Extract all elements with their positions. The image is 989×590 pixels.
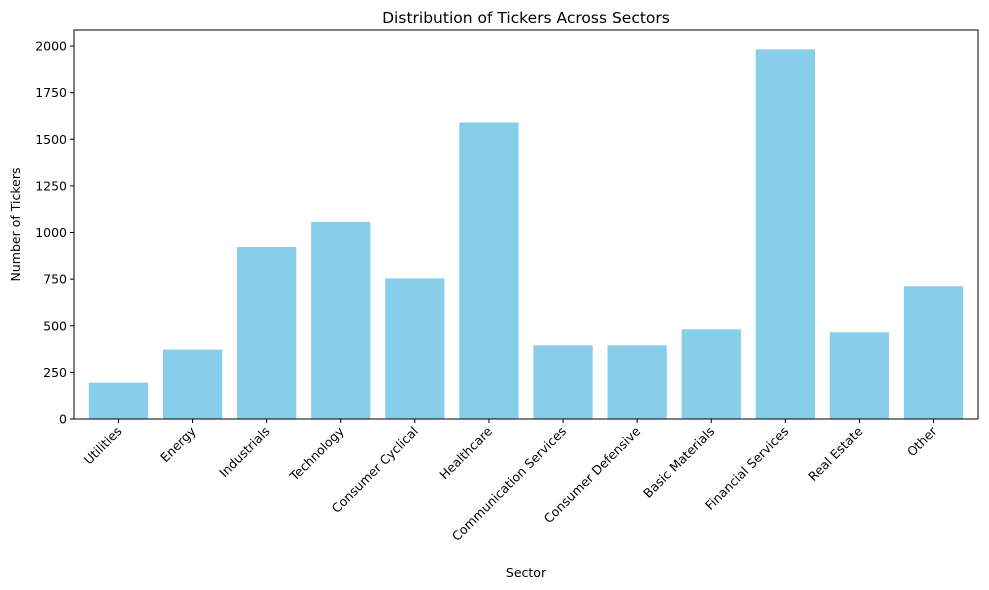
x-tick-label: Other [904, 423, 940, 459]
bar-utilities [88, 382, 149, 419]
chart-title: Distribution of Tickers Across Sectors [382, 9, 670, 27]
bar-technology [311, 221, 371, 419]
y-tick-label: 1750 [35, 85, 67, 100]
x-tick-label: Utilities [81, 424, 125, 468]
bar-consumer-defensive [607, 345, 667, 419]
y-axis: 0 250 500 750 1000 1250 1500 1750 2000 [35, 39, 74, 427]
x-tick-label: Real Estate [805, 423, 866, 484]
bar-energy [162, 349, 223, 419]
y-tick-label: 1500 [35, 132, 67, 147]
bar-healthcare [459, 122, 519, 420]
y-tick-label: 0 [59, 412, 67, 427]
y-tick-label: 1250 [35, 178, 67, 193]
bar-real-estate [829, 332, 890, 419]
y-tick-label: 250 [43, 365, 67, 380]
bars-layer [88, 49, 964, 420]
plot-frame [73, 29, 979, 420]
bar-consumer-cyclical [385, 278, 445, 419]
y-tick-label: 750 [43, 272, 67, 287]
x-tick-label: Technology [286, 423, 347, 484]
bar-other [903, 286, 964, 419]
bar-financial-services [755, 49, 815, 419]
y-tick-label: 1000 [35, 225, 67, 240]
x-tick-label: Energy [157, 423, 199, 465]
x-tick-label: Industrials [216, 424, 273, 481]
bar-communication-services [533, 345, 593, 419]
x-tick-label: Healthcare [436, 423, 495, 482]
x-tick-label: Basic Materials [640, 424, 717, 501]
bar-basic-materials [681, 329, 741, 419]
x-axis: Utilities Energy Industrials TechnologyCons… [81, 419, 940, 544]
y-tick-label: 500 [43, 318, 67, 333]
x-tick-label: Financial Services [702, 424, 791, 513]
bar-industrials [237, 247, 297, 419]
y-tick-label: 2000 [35, 39, 67, 54]
y-axis-label: Number of Tickers [8, 168, 23, 282]
x-axis-label: Sector [506, 565, 547, 580]
